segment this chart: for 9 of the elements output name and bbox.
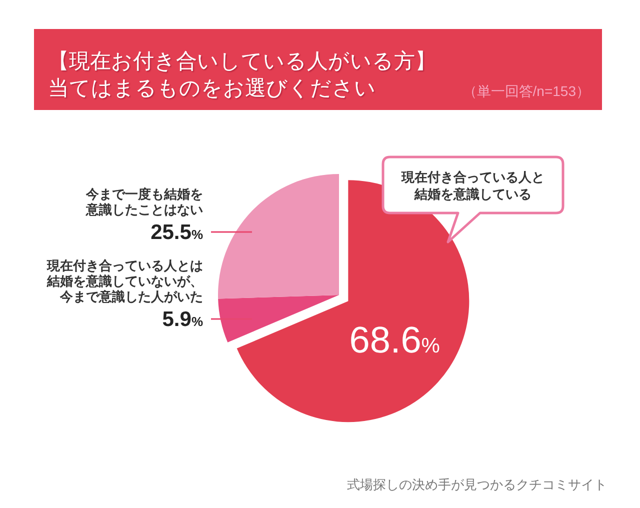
- data-label: 68.6%: [349, 319, 440, 360]
- slice-label: 現在付き合っている人と結婚を意識している: [400, 170, 544, 202]
- text: 式場探しの決め手が見つかるクチコミサイト: [347, 477, 607, 492]
- data-label: 25.5%: [150, 221, 204, 244]
- slice-label: 現在付き合っている人とは結婚を意識していないが、今まで意識した人がいた: [46, 258, 203, 304]
- slice-label: 今まで一度も結婚を意識したことはない: [85, 186, 203, 217]
- data-label: 5.9%: [162, 308, 204, 331]
- chart-title: 【現在お付き合いしている人がいる方】当てはまるものをお選びください: [48, 50, 436, 100]
- chart-subtitle: （単一回答/n=153）: [462, 83, 590, 99]
